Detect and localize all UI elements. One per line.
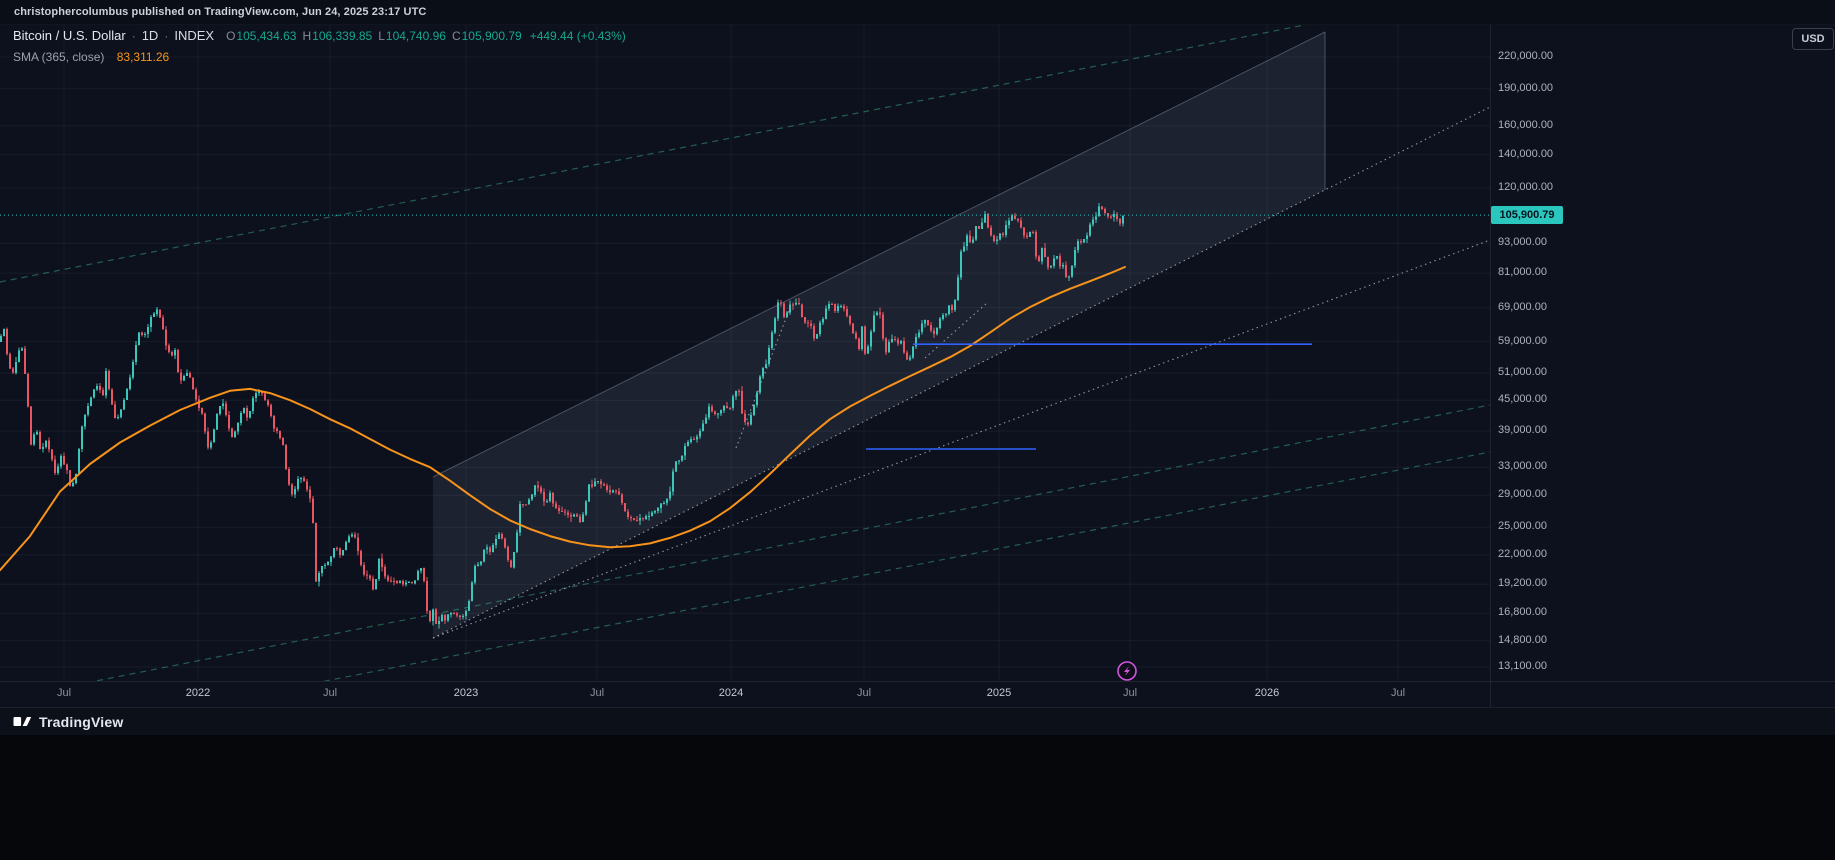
- price-tick-label: 14,800.00: [1498, 633, 1547, 646]
- price-tick-label: 45,000.00: [1498, 393, 1547, 406]
- time-tick-label: Jul: [856, 687, 872, 699]
- low-num: 104,740.96: [385, 29, 446, 43]
- price-tick-label: 29,000.00: [1498, 488, 1547, 501]
- price-tick-label: 93,000.00: [1498, 236, 1547, 249]
- price-tick-label: 81,000.00: [1498, 266, 1547, 279]
- price-change: +449.44 (+0.43%): [529, 29, 626, 43]
- indicator-label[interactable]: SMA (365, close): [13, 50, 105, 64]
- time-tick-label: 2022: [185, 687, 211, 699]
- price-tick-label: 220,000.00: [1498, 50, 1554, 62]
- close-key: C: [451, 29, 461, 43]
- price-tick-label: 33,000.00: [1498, 460, 1547, 473]
- close-value: C105,900.79: [452, 28, 522, 44]
- price-tick-label: 69,000.00: [1498, 300, 1547, 313]
- price-tick-label: 59,000.00: [1498, 334, 1547, 347]
- interval-label[interactable]: 1D: [141, 28, 159, 43]
- time-tick-label: 2023: [453, 687, 479, 699]
- price-tick-label: 160,000.00: [1498, 118, 1554, 131]
- high-num: 106,339.85: [312, 29, 373, 43]
- price-tick-label: 16,800.00: [1498, 606, 1547, 619]
- exchange-label: INDEX: [174, 28, 215, 43]
- price-tick-label: 190,000.00: [1498, 81, 1554, 94]
- price-tick-label: 51,000.00: [1498, 366, 1547, 379]
- separator-dot: ·: [164, 29, 169, 43]
- letterbox-area: [0, 735, 1835, 860]
- high-key: H: [302, 29, 312, 43]
- price-tick-label: 140,000.00: [1498, 147, 1554, 160]
- open-value: O105,434.63: [226, 28, 296, 44]
- separator-dot: ·: [131, 29, 136, 43]
- time-tick-label: Jul: [1122, 687, 1138, 699]
- last-price-badge: 105,900.79: [1491, 206, 1563, 225]
- open-num: 105,434.63: [236, 29, 297, 43]
- time-tick-label: 2025: [986, 687, 1012, 699]
- price-tick-label: 13,100.00: [1498, 660, 1547, 672]
- high-value: H106,339.85: [302, 28, 372, 44]
- price-tick-label: 19,200.00: [1498, 577, 1547, 590]
- price-tick-label: 22,000.00: [1498, 547, 1547, 560]
- low-key: L: [378, 29, 385, 43]
- time-axis[interactable]: Jul 2022 Jul 2023 Jul 2024 Jul 2025 Jul 2026 Jul: [0, 681, 1835, 707]
- time-tick-label: Jul: [1390, 687, 1406, 699]
- close-num: 105,900.79: [461, 29, 522, 43]
- low-value: L104,740.96: [378, 28, 446, 44]
- time-tick-label: 2024: [718, 687, 744, 699]
- price-tick-label: 25,000.00: [1498, 520, 1547, 533]
- symbol-title[interactable]: Bitcoin / U.S. Dollar: [13, 28, 126, 43]
- publish-text: christophercolumbus published on Trading…: [14, 6, 427, 18]
- tradingview-logo-icon: [13, 717, 32, 726]
- currency-usd-button[interactable]: USD: [1792, 28, 1834, 50]
- price-axis[interactable]: 220,000.00 190,000.00 160,000.00 140,000.00…: [1490, 25, 1835, 681]
- time-tick-label: Jul: [322, 687, 338, 699]
- brand-name: TradingView: [39, 713, 124, 730]
- indicator-row: SMA (365, close) 83,311.26: [13, 50, 626, 65]
- footer-bar: TradingView: [0, 707, 1835, 735]
- event-marker[interactable]: [1117, 661, 1137, 681]
- chart-legend: Bitcoin / U.S. Dollar · 1D · INDEX O105,…: [13, 28, 626, 65]
- price-tick-label: 39,000.00: [1498, 424, 1547, 437]
- open-key: O: [226, 29, 236, 43]
- indicator-value: 83,311.26: [116, 50, 170, 64]
- price-tick-label: 120,000.00: [1498, 181, 1554, 194]
- time-tick-label: Jul: [589, 687, 605, 699]
- tradingview-logo[interactable]: TradingView: [13, 712, 123, 731]
- time-tick-label: Jul: [56, 687, 72, 699]
- publish-bar: christophercolumbus published on Trading…: [0, 0, 1835, 25]
- time-tick-label: 2026: [1254, 687, 1280, 699]
- symbol-row: Bitcoin / U.S. Dollar · 1D · INDEX O105,…: [13, 28, 626, 44]
